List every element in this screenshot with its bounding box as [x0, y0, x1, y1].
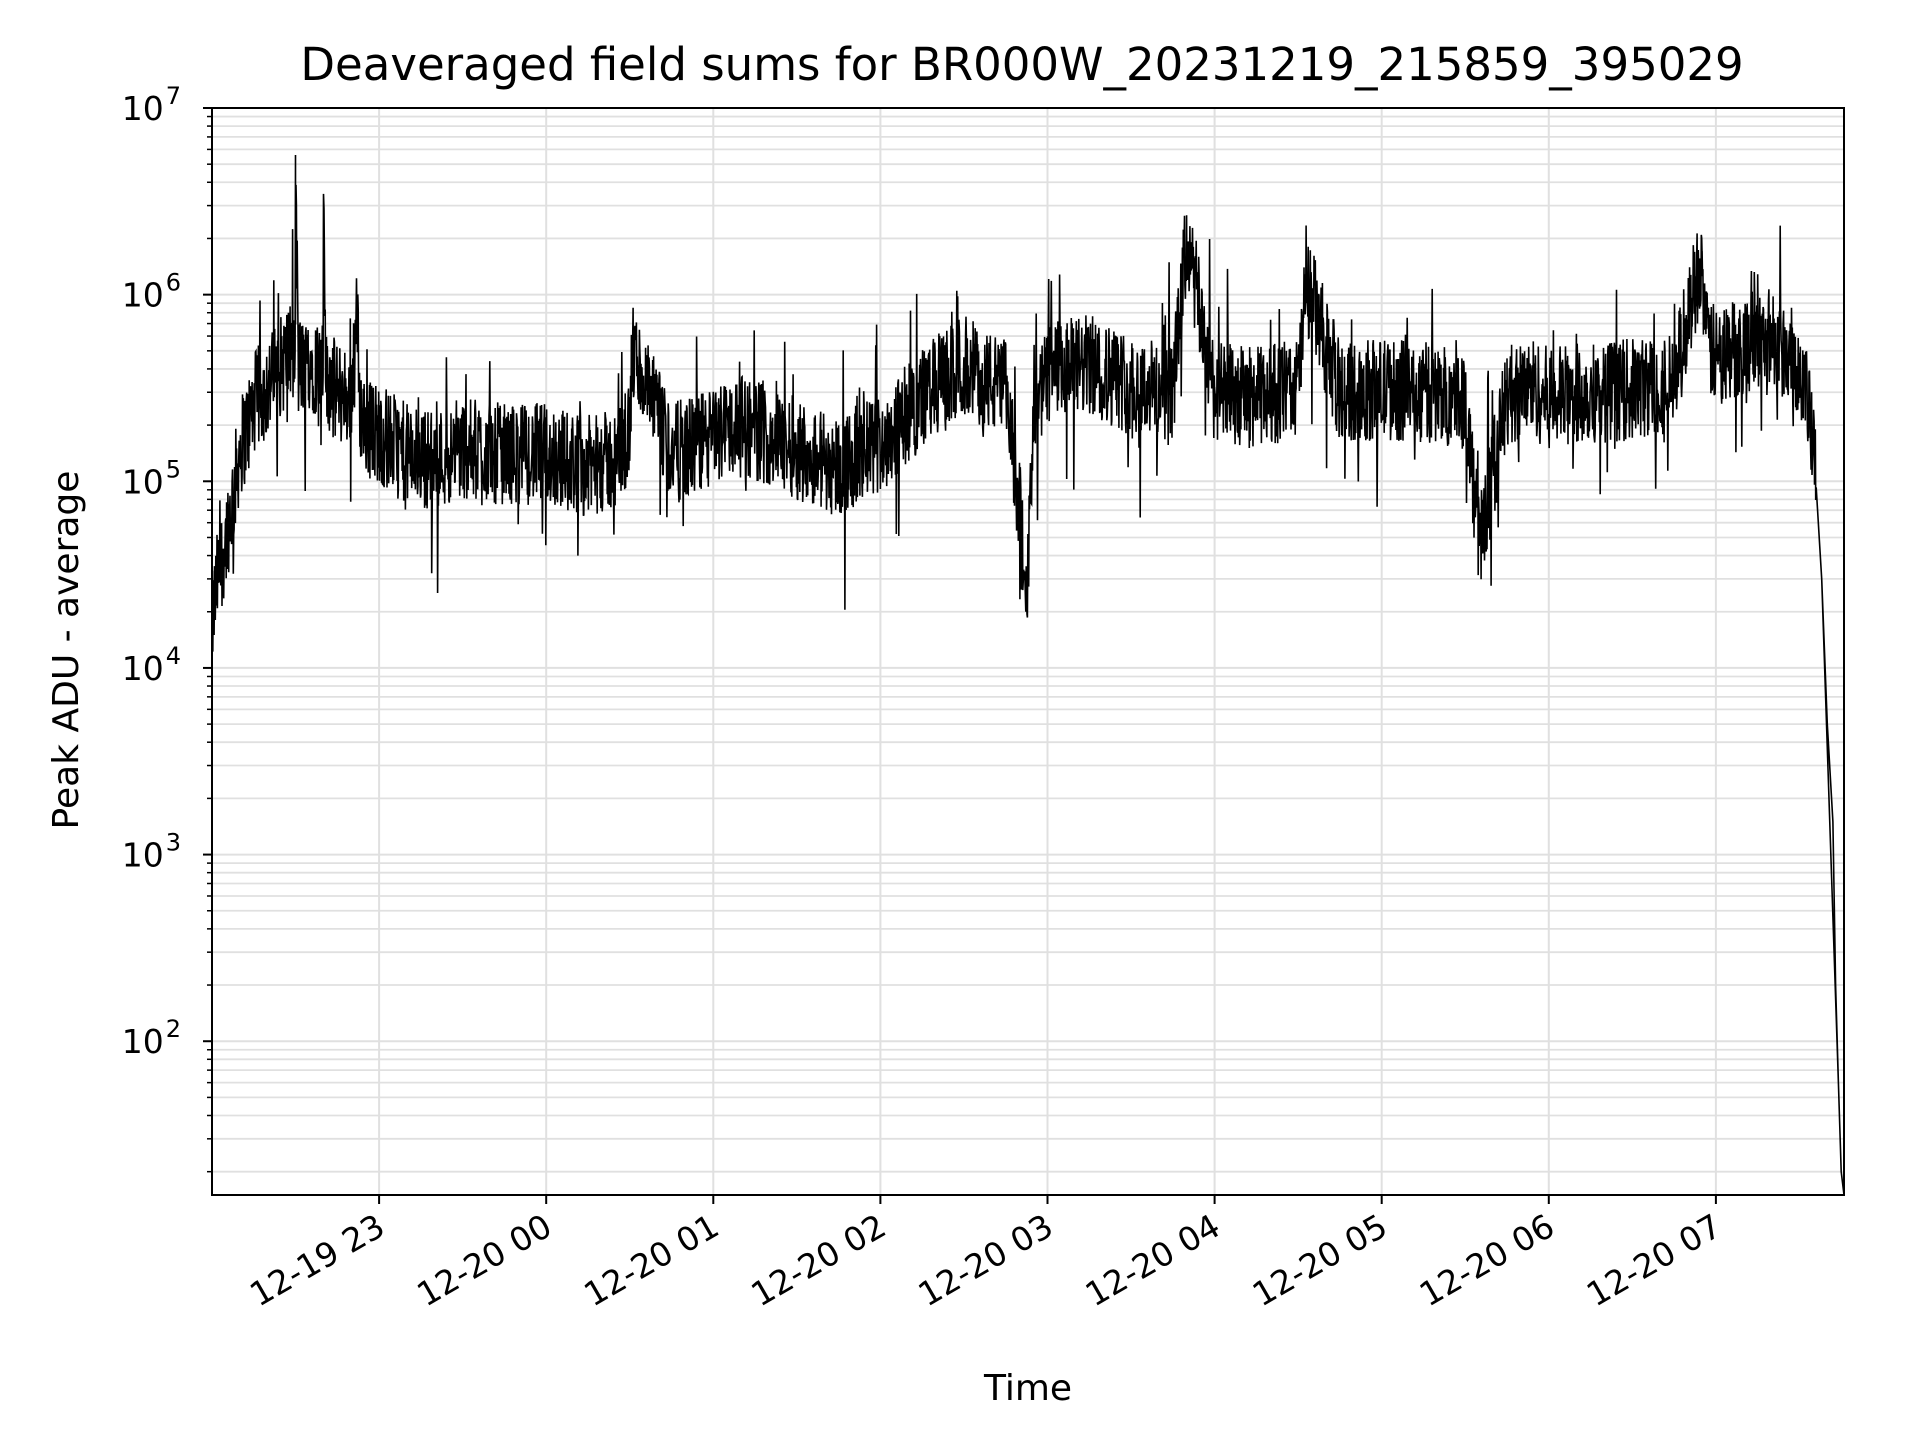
x-tick-label: 12-20 05 [1246, 1206, 1394, 1314]
y-tick-exponent: 7 [166, 82, 181, 110]
y-tick-exponent: 6 [166, 269, 181, 297]
axes: 12-19 23 12-20 00 12-20 01 12-20 02 12-20 03… [122, 82, 1728, 1314]
x-axis-label: Time [983, 1368, 1072, 1409]
x-tick-label: 12-20 06 [1413, 1206, 1561, 1314]
x-tick-label: 12-20 02 [744, 1206, 892, 1314]
y-tick-exponent: 2 [166, 1015, 181, 1043]
series-line [211, 154, 1845, 1196]
x-tick-label: 12-20 03 [911, 1206, 1059, 1314]
x-tick-label: 12-20 07 [1580, 1206, 1728, 1314]
chart-title: Deaveraged field sums for BR000W_2023121… [300, 38, 1743, 91]
y-tick-label: 102 [122, 1015, 181, 1061]
y-tick-exponent: 3 [166, 829, 181, 857]
y-axis-label: Peak ADU - average [46, 471, 87, 830]
y-tick-label: 103 [122, 829, 181, 875]
y-tick-exponent: 5 [166, 455, 181, 483]
x-tick-label: 12-20 01 [577, 1206, 725, 1314]
data-line-group [211, 154, 1845, 1196]
y-tick-label: 107 [122, 82, 181, 128]
y-tick-label: 104 [122, 642, 181, 688]
y-tick-exponent: 4 [166, 642, 181, 670]
y-tick-label: 106 [122, 269, 181, 315]
y-tick-label: 105 [122, 455, 181, 501]
x-tick-label: 12-19 23 [243, 1206, 391, 1314]
x-tick-label: 12-20 00 [410, 1206, 558, 1314]
x-tick-label: 12-20 04 [1079, 1206, 1227, 1314]
grid-lines [212, 107, 1844, 1195]
plot-frame [211, 107, 1845, 1196]
